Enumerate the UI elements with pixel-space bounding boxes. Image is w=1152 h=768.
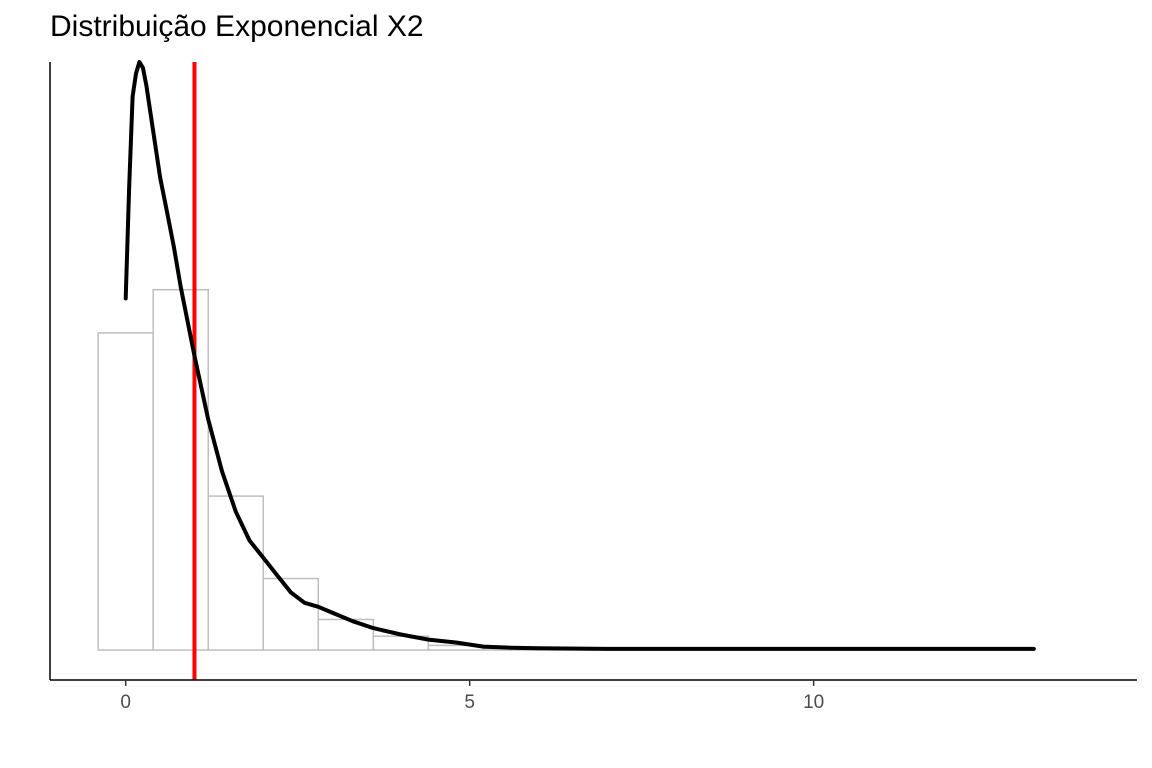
histogram-bar-2 [207, 495, 265, 651]
histogram-bar-1 [152, 288, 209, 651]
x-tick-label-5: 5 [464, 692, 475, 713]
x-tick-label-10: 10 [803, 692, 824, 713]
x-tick-label-0: 0 [120, 692, 131, 713]
chart-title: Distribuição Exponencial X2 [50, 10, 424, 43]
histogram-bar-0 [97, 332, 154, 651]
density-curve [123, 60, 1036, 651]
